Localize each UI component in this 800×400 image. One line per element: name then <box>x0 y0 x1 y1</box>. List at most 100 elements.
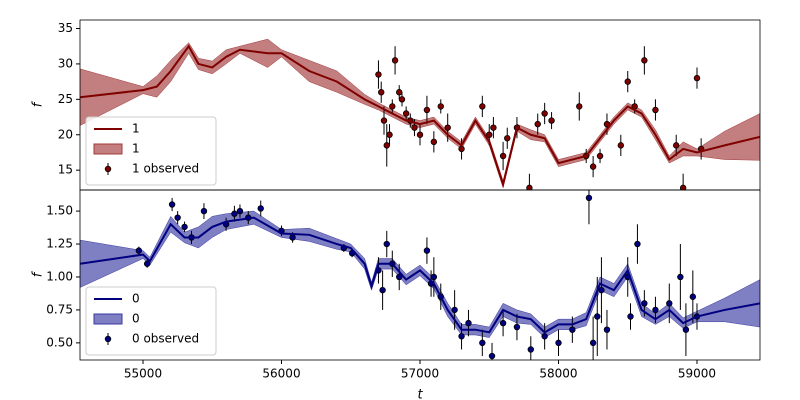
legend-swatch <box>93 143 123 155</box>
x-tick-label: 57000 <box>401 367 439 381</box>
observed-point <box>652 106 659 114</box>
observed-point <box>499 319 507 327</box>
x-tick-label: 58000 <box>539 367 577 381</box>
observed-point <box>437 103 444 110</box>
observed-point <box>541 110 548 117</box>
plot-area <box>80 190 760 360</box>
observed-point <box>488 352 496 360</box>
observed-point <box>486 131 493 138</box>
y-tick-label: 0.50 <box>46 335 73 349</box>
legend-box <box>85 116 217 186</box>
observed-point <box>200 207 208 215</box>
observed-point <box>527 346 534 353</box>
observed-point <box>181 223 188 231</box>
observed-point <box>682 326 690 333</box>
observed-point <box>677 273 684 281</box>
observed-point <box>504 135 511 142</box>
observed-point <box>231 210 238 217</box>
legend-label: 1 <box>132 142 140 156</box>
observed-point <box>617 142 625 149</box>
y-tick-label: 1.25 <box>46 237 73 251</box>
x-tick-label: 59000 <box>678 367 716 381</box>
observed-point <box>594 313 601 320</box>
observed-point <box>693 74 701 82</box>
observed-point <box>589 339 597 347</box>
legend-marker <box>104 165 112 173</box>
y-tick-label: 35 <box>58 21 73 35</box>
legend-marker <box>104 335 112 343</box>
observed-point <box>479 103 486 110</box>
observed-point <box>490 124 497 131</box>
y-tick-label: 15 <box>58 163 73 177</box>
observed-point <box>641 300 648 307</box>
observed-point <box>499 152 507 160</box>
observed-point <box>423 106 431 114</box>
observed-point <box>389 103 396 110</box>
observed-point <box>411 124 418 131</box>
plot-area <box>80 38 760 190</box>
observed-point <box>174 214 181 221</box>
y-tick-label: 1.50 <box>46 204 73 218</box>
observed-point <box>375 71 382 78</box>
legend-box <box>85 286 217 356</box>
observed-point <box>383 142 390 149</box>
observed-point <box>666 300 673 307</box>
observed-point <box>641 57 648 64</box>
confidence-band <box>80 210 760 338</box>
observed-point <box>416 131 424 138</box>
observed-point <box>627 313 634 320</box>
x-tick-label: 56000 <box>262 367 300 381</box>
observed-point <box>396 273 403 281</box>
observed-point <box>168 201 176 208</box>
observed-point <box>396 89 403 96</box>
observed-point <box>380 117 388 124</box>
legend-label: 0 <box>132 292 140 306</box>
observed-point <box>236 207 244 215</box>
observed-point <box>430 273 438 281</box>
observed-point <box>458 333 465 340</box>
observed-point <box>386 131 393 138</box>
observed-point <box>569 326 576 333</box>
legend-label: 1 <box>132 122 140 136</box>
observed-point <box>257 205 264 212</box>
y-tick-label: 20 <box>58 127 73 141</box>
y-tick-label: 25 <box>58 92 73 106</box>
observed-point <box>689 293 697 300</box>
y-tick-label: 0.75 <box>46 302 73 316</box>
observed-point <box>479 339 486 347</box>
observed-point <box>534 120 541 128</box>
observed-point <box>513 323 521 331</box>
observed-point <box>598 286 605 294</box>
y-axis-label: f <box>31 100 46 107</box>
observed-point <box>391 57 399 64</box>
observed-point <box>430 138 438 146</box>
observed-point <box>398 96 406 103</box>
legend-label: 0 <box>132 312 140 326</box>
observed-point <box>379 286 386 294</box>
legend-swatch <box>93 313 123 325</box>
y-tick-label: 1.00 <box>46 269 73 283</box>
mean-line <box>80 216 760 334</box>
observed-point <box>679 184 687 190</box>
observed-point <box>458 145 465 153</box>
observed-point <box>423 247 431 254</box>
observed-point <box>378 89 385 96</box>
x-axis-label: t <box>417 388 423 400</box>
observed-point <box>541 333 548 340</box>
observed-point <box>465 319 472 327</box>
legend-label: 1 observed <box>132 162 199 176</box>
observed-point <box>624 78 631 85</box>
observed-point <box>451 306 458 314</box>
observed-point <box>596 152 604 160</box>
observed-point <box>289 234 296 241</box>
observed-point <box>383 240 390 248</box>
observed-point <box>135 247 143 254</box>
legend-label: 0 observed <box>132 332 199 346</box>
y-axis-label: f <box>31 270 46 277</box>
observed-point <box>603 326 611 333</box>
observed-point <box>548 117 555 124</box>
observed-point <box>143 260 151 267</box>
mean-line <box>80 44 760 188</box>
observed-point <box>603 120 611 128</box>
